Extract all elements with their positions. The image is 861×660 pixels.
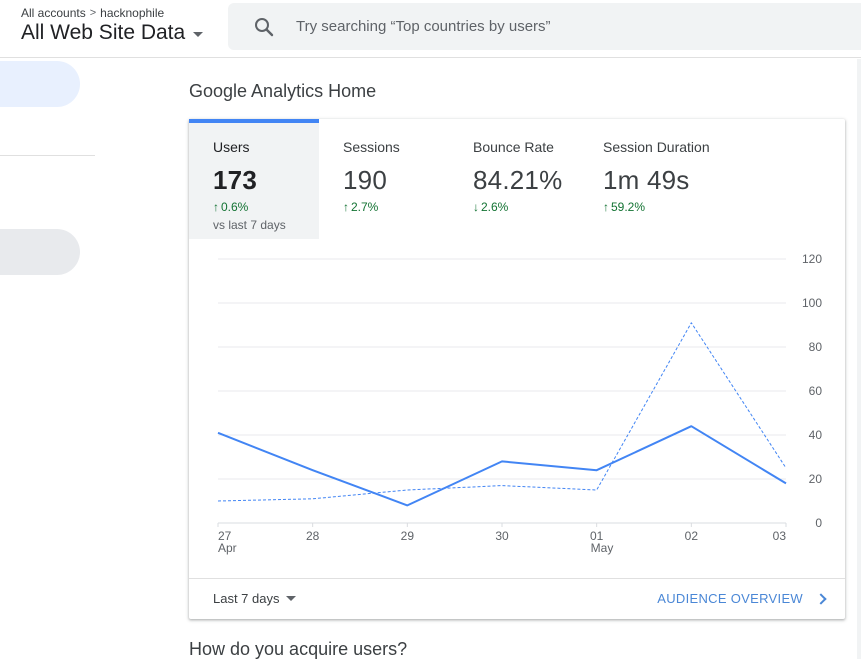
scrollbar[interactable]	[857, 59, 861, 659]
arrow-up-icon: ↑	[603, 200, 609, 214]
page-title: Google Analytics Home	[189, 81, 377, 101]
breadcrumb-accounts[interactable]: All accounts	[21, 6, 86, 20]
metric-compare: vs last 7 days	[213, 218, 286, 232]
breadcrumb-property[interactable]: hacknophile	[100, 6, 165, 20]
metric-label: Sessions	[343, 139, 400, 155]
metric-value: 190	[343, 165, 387, 195]
metric-label: Users	[213, 139, 250, 155]
metric-tabs: Users 173 ↑ 0.6% vs last 7 days Sessions …	[189, 119, 845, 239]
x-tick-label: 03	[773, 529, 787, 543]
tab-bounce-rate[interactable]: Bounce Rate 84.21% ↓ 2.6%	[449, 119, 579, 239]
view-selector[interactable]: All Web Site Data	[21, 21, 204, 45]
series-line-current	[217, 425, 787, 507]
y-tick-label: 20	[809, 472, 823, 486]
metric-change: ↓ 2.6%	[473, 200, 579, 214]
tab-users[interactable]: Users 173 ↑ 0.6% vs last 7 days	[189, 119, 319, 239]
sidebar-item-home[interactable]	[0, 61, 80, 107]
series-line-comparison	[217, 322, 787, 502]
x-tick-label: 01	[590, 529, 604, 543]
x-tick-sublabel: Apr	[218, 541, 237, 555]
x-tick-label: 29	[401, 529, 415, 543]
tab-session-duration[interactable]: Session Duration 1m 49s ↑ 59.2%	[579, 119, 739, 239]
tab-sessions[interactable]: Sessions 190 ↑ 2.7%	[319, 119, 449, 239]
audience-overview-link[interactable]: AUDIENCE OVERVIEW	[657, 591, 827, 606]
y-tick-label: 60	[809, 384, 823, 398]
y-tick-label: 100	[802, 296, 822, 310]
arrow-up-icon: ↑	[343, 200, 349, 214]
metric-change-value: 2.6%	[481, 200, 509, 214]
header-bar: All accounts > hacknophile All Web Site …	[0, 0, 861, 58]
metric-value: 173	[213, 165, 257, 195]
metric-change-value: 2.7%	[351, 200, 379, 214]
x-tick-label: 30	[495, 529, 509, 543]
sidebar-item-hovered[interactable]	[0, 229, 80, 275]
metric-change-value: 59.2%	[611, 200, 646, 214]
metric-label: Session Duration	[603, 139, 710, 155]
x-tick-label: 02	[685, 529, 699, 543]
arrow-down-icon: ↓	[473, 200, 479, 214]
metric-label: Bounce Rate	[473, 139, 554, 155]
search-bar[interactable]	[228, 3, 861, 50]
arrow-up-icon: ↑	[213, 200, 219, 214]
date-range-selector[interactable]: Last 7 days	[213, 591, 296, 606]
sidebar-divider	[0, 155, 95, 156]
y-tick-label: 0	[815, 516, 822, 530]
users-line-chart: 120 100 80 60 40 20 0 27 Apr 28 29 30 01 May 02 03	[189, 239, 845, 579]
x-tick-label: 27	[218, 529, 232, 543]
chevron-right-icon	[815, 592, 827, 605]
search-icon	[252, 15, 276, 39]
metric-change: ↑ 59.2%	[603, 200, 739, 214]
overview-card: Users 173 ↑ 0.6% vs last 7 days Sessions …	[189, 119, 845, 619]
y-tick-label: 120	[802, 252, 822, 266]
search-input[interactable]	[296, 18, 816, 35]
date-range-label: Last 7 days	[213, 591, 280, 606]
audience-overview-label: AUDIENCE OVERVIEW	[657, 591, 803, 606]
x-tick-label: 28	[306, 529, 320, 543]
metric-value: 1m 49s	[603, 165, 690, 195]
chevron-right-icon: >	[89, 7, 97, 19]
x-tick-sublabel: May	[591, 541, 614, 555]
caret-down-icon	[285, 596, 296, 601]
y-tick-label: 40	[809, 428, 823, 442]
card-divider	[189, 578, 845, 579]
section-title-acquisition: How do you acquire users?	[189, 639, 408, 659]
caret-down-icon	[193, 31, 204, 37]
metric-change-value: 0.6%	[221, 200, 249, 214]
metric-change: ↑ 2.7%	[343, 200, 449, 214]
breadcrumb[interactable]: All accounts > hacknophile	[21, 6, 164, 20]
metric-value: 84.21%	[473, 165, 563, 195]
metric-change: ↑ 0.6%	[213, 200, 319, 214]
y-tick-label: 80	[809, 340, 823, 354]
view-name: All Web Site Data	[21, 21, 186, 44]
